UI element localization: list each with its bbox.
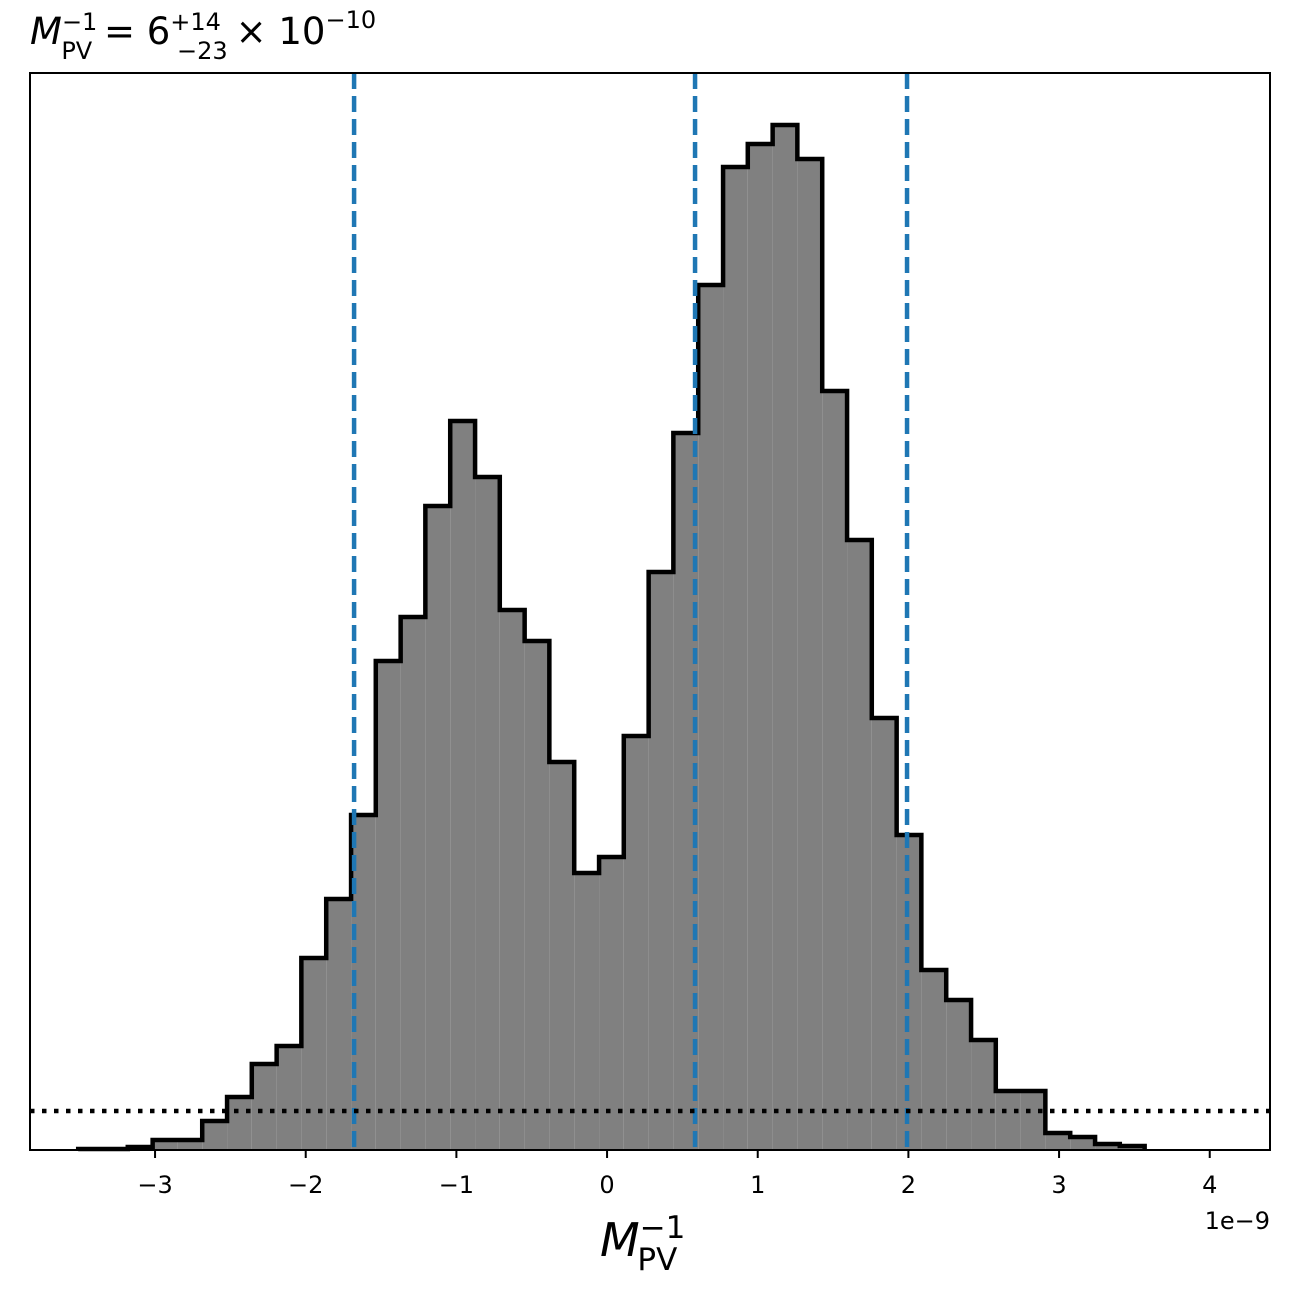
- bar: [301, 958, 327, 1150]
- bar: [574, 873, 600, 1150]
- bar: [202, 1121, 228, 1150]
- bar: [549, 762, 575, 1150]
- bar: [1045, 1133, 1071, 1150]
- bar: [946, 1000, 972, 1150]
- title-exp: −10: [325, 6, 376, 34]
- bar: [698, 285, 724, 1150]
- title-lower: −23: [177, 37, 228, 65]
- plot-frame: [29, 72, 1271, 1151]
- bar: [723, 167, 748, 1150]
- bar: [251, 1064, 277, 1150]
- x-tick-label: 3: [1051, 1171, 1066, 1199]
- bar: [747, 144, 773, 1150]
- bar: [326, 899, 352, 1150]
- bar: [871, 718, 897, 1150]
- bar: [425, 506, 451, 1150]
- bar: [797, 159, 823, 1150]
- bar: [1095, 1144, 1120, 1150]
- bar: [276, 1046, 302, 1150]
- bar: [227, 1097, 252, 1150]
- bar: [524, 641, 550, 1150]
- offset-text: 1e−9: [1205, 1207, 1270, 1235]
- histogram-outline: [75, 122, 1147, 1152]
- title-sup: −1: [62, 8, 97, 36]
- title-sub: PV: [61, 37, 92, 65]
- bar: [499, 610, 525, 1150]
- bar: [450, 421, 476, 1150]
- xlabel-sub: PV: [637, 1242, 677, 1278]
- bar: [177, 1140, 203, 1150]
- bar: [921, 970, 947, 1150]
- x-tick-label: 1: [750, 1171, 765, 1199]
- bar: [1070, 1137, 1096, 1150]
- bar: [375, 661, 401, 1150]
- x-tick-label: 0: [599, 1171, 614, 1199]
- x-tick-label: 2: [901, 1171, 916, 1199]
- bar: [995, 1091, 1021, 1150]
- chart-title: M−1 PV = 6+14 −23 × 10−10: [30, 6, 376, 65]
- x-tick-label: 4: [1202, 1171, 1217, 1199]
- x-tick-label: −2: [288, 1171, 323, 1199]
- bar: [623, 736, 649, 1150]
- bar: [1020, 1091, 1046, 1150]
- bar: [847, 540, 872, 1150]
- title-upper: +14: [170, 8, 221, 36]
- x-tick-label: −3: [137, 1171, 172, 1199]
- title-eq: = 6: [92, 10, 170, 53]
- bar: [648, 572, 674, 1150]
- x-axis-label: M−1 PV: [600, 1210, 685, 1278]
- xlabel-symbol: M: [600, 1213, 640, 1267]
- bar: [475, 477, 500, 1150]
- bar: [822, 391, 848, 1150]
- bar: [971, 1040, 996, 1150]
- title-times: × 10: [236, 10, 326, 53]
- title-symbol: M: [30, 10, 62, 53]
- xlabel-sup: −1: [640, 1210, 686, 1246]
- x-tick-label: −1: [439, 1171, 474, 1199]
- bar: [400, 617, 426, 1150]
- bar: [599, 857, 624, 1150]
- bar: [772, 125, 798, 1150]
- bar: [152, 1140, 178, 1150]
